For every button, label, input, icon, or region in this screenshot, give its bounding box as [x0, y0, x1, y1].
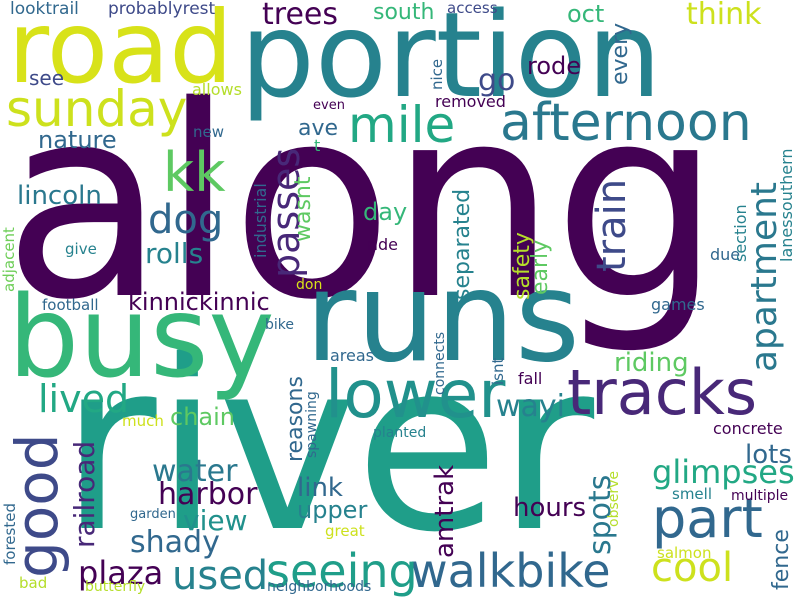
word-areas: areas: [330, 346, 375, 365]
word-harbor: harbor: [158, 477, 258, 512]
word-fall: fall: [518, 369, 543, 388]
word-give: give: [65, 240, 97, 258]
word-fence: fence: [769, 529, 794, 590]
word-day: day: [363, 198, 408, 226]
word-upper: upper: [297, 496, 368, 524]
word-cool: cool: [651, 545, 734, 591]
word-river: river: [60, 311, 594, 584]
word-plaza: plaza: [78, 554, 164, 592]
word-multiple: multiple: [731, 488, 789, 504]
word-access: access: [447, 0, 498, 17]
word-spawning: spawning: [304, 391, 320, 458]
word-train: train: [589, 178, 635, 272]
word-shady: shady: [130, 525, 220, 560]
word-road: road: [8, 0, 233, 106]
word-hours: hours: [513, 493, 587, 523]
word-adjacent: adjacent: [0, 227, 18, 292]
word-great: great: [325, 522, 365, 540]
word-along: along: [3, 50, 721, 358]
word-dog: dog: [148, 197, 224, 243]
word-much: much: [122, 412, 164, 430]
word-lower: lower: [325, 356, 506, 433]
word-riding: riding: [614, 348, 689, 378]
word-ride: ride: [367, 235, 399, 254]
word-lots: lots: [745, 440, 792, 470]
word-ave: ave: [298, 116, 339, 141]
word-looktrail: looktrail: [10, 0, 79, 19]
word-south: south: [373, 0, 435, 25]
word-go: go: [478, 63, 516, 98]
word-water: water: [152, 454, 238, 489]
word-nice: nice: [428, 58, 446, 90]
word-removed: removed: [435, 92, 506, 111]
word-bike: bike: [265, 317, 294, 333]
word-lincoln: lincoln: [17, 181, 102, 211]
word-kk: kk: [163, 141, 226, 204]
word-forested: forested: [1, 503, 19, 565]
word-used: used: [172, 553, 269, 599]
word-games: games: [651, 295, 705, 314]
word-rode: rode: [527, 52, 582, 80]
word-think: think: [686, 0, 762, 32]
word-runs: runs: [305, 245, 580, 390]
word-amtrak: amtrak: [430, 464, 460, 558]
word-planted: planted: [373, 425, 427, 441]
word-concrete: concrete: [713, 419, 783, 438]
word-isnt: isnt: [489, 357, 507, 385]
word-sunday: sunday: [6, 80, 188, 138]
word-probablyrest: probablyrest: [108, 0, 216, 19]
word-view: view: [183, 504, 248, 537]
word-allows: allows: [192, 80, 242, 99]
word-rolls: rolls: [145, 237, 204, 270]
word-due: due: [710, 245, 741, 264]
word-nature: nature: [38, 126, 117, 154]
word-glimpses-h: glimpses: [652, 453, 795, 491]
word-neighborhoods: neighborhoods: [267, 579, 372, 595]
word-wayi: wayi: [496, 389, 566, 424]
word-portion: portion: [240, 0, 662, 124]
word-connects: connects: [432, 331, 448, 395]
word-butterfly: butterfly: [85, 579, 146, 595]
word-observe: observe: [606, 470, 622, 527]
word-bad: bad: [19, 574, 48, 592]
word-part: part: [652, 487, 763, 550]
word-garden: garden: [130, 507, 176, 522]
word-railroad: railroad: [68, 440, 101, 548]
word-industrial: industrial: [251, 183, 270, 258]
word-oct: oct: [567, 0, 605, 28]
word-see: see: [29, 66, 65, 90]
word-mile: mile: [348, 96, 456, 154]
word-trees: trees: [262, 0, 338, 32]
word-afternoon: afternoon: [500, 93, 752, 153]
word-football: football: [42, 296, 99, 314]
word-don: don: [296, 277, 323, 293]
word-kinnickinnic: kinnickinnic: [128, 288, 270, 316]
word-wasnt: wasnt: [291, 176, 316, 242]
word-lanessouthern: lanessouthern: [777, 148, 796, 262]
word-new: new: [193, 123, 225, 141]
word-seeing: seeing: [266, 544, 418, 598]
word-t: t: [314, 136, 321, 155]
word-smell: smell: [672, 485, 712, 503]
word-link: link: [297, 473, 343, 503]
word-tracks: tracks: [567, 356, 758, 429]
word-chain: chain: [170, 403, 235, 431]
word-separated: separated: [450, 188, 475, 300]
word-lived: lived: [38, 377, 130, 421]
word-every: every: [608, 22, 633, 85]
word-busy: busy: [8, 273, 275, 403]
word-salmon: salmon: [657, 544, 712, 562]
word-early: early: [528, 239, 553, 295]
word-even: even: [313, 98, 345, 113]
word-walkbike: walkbike: [410, 544, 611, 598]
